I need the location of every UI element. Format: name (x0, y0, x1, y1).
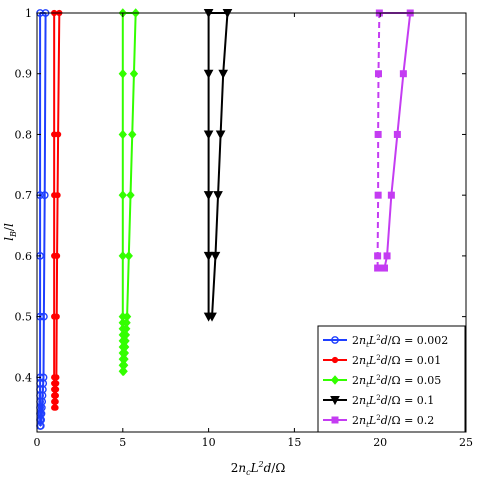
x-tick-label: 20 (373, 436, 387, 449)
series-4-point (393, 130, 401, 138)
y-axis-label: lB/l (2, 223, 18, 241)
series-3-point (203, 69, 214, 79)
series-2-point (126, 190, 135, 200)
series-4-point (374, 70, 382, 78)
series-3-point (203, 251, 214, 261)
series-1-point (53, 380, 60, 387)
y-tick-label: 0.8 (15, 128, 33, 141)
series-2-point (120, 354, 129, 364)
series-4-point (399, 70, 407, 78)
series-1 (51, 9, 63, 411)
series-3-point (213, 191, 223, 201)
legend: 2ntL2d/Ω = 0.002 2ntL2d/Ω = 0.01 2ntL2d/Ω … (317, 325, 466, 433)
series-3-point (203, 191, 214, 201)
series-2-point (121, 336, 130, 346)
y-tick-label: 0.5 (15, 311, 33, 324)
plot-layer (36, 8, 414, 430)
series-4-point (387, 191, 395, 199)
series-4-point (374, 191, 382, 199)
series-3 (203, 9, 233, 322)
series-2-point (120, 348, 130, 358)
legend-item: 2ntL2d/Ω = 0.2 (323, 414, 434, 429)
series-2 (118, 8, 140, 377)
legend-marker (331, 336, 339, 344)
legend-label: 2ntL2d/Ω = 0.2 (352, 414, 434, 429)
series-3-point (210, 251, 221, 261)
legend-item: 2ntL2d/Ω = 0.1 (323, 394, 434, 409)
legend-label: 2ntL2d/Ω = 0.01 (352, 354, 441, 369)
series-1-point (53, 313, 60, 320)
legend-label: 2ntL2d/Ω = 0.05 (352, 374, 441, 389)
plot-frame (36, 12, 467, 433)
series-3-line (211, 12, 229, 317)
series-1-point (52, 398, 59, 405)
series-2-point (118, 68, 127, 79)
legend-marker (331, 356, 339, 364)
legend-marker (330, 375, 340, 385)
series-2-point (122, 324, 131, 334)
series-2-point (118, 251, 127, 261)
series-2-point (118, 129, 127, 140)
y-tick-label: 0.6 (15, 250, 33, 263)
legend-marker (331, 416, 339, 424)
x-tick-label: 5 (119, 436, 126, 449)
x-tick-label: 15 (287, 436, 301, 449)
series-4-point (374, 130, 382, 138)
legend-label: 2ntL2d/Ω = 0.1 (352, 394, 434, 409)
series-1-point (55, 131, 62, 138)
series-3-point (218, 69, 229, 79)
x-tick-label: 0 (34, 436, 41, 449)
ticks-layer: 0 5 10 15 20 25 0.4 0.5 0.6 0.7 0.8 0.9 1 (15, 7, 474, 449)
series-4-point (383, 252, 391, 260)
x-axis-label: 2ncL2d/Ω (231, 460, 286, 477)
x-tick-label: 25 (459, 436, 473, 449)
series-1-point (53, 252, 61, 259)
legend-item: 2ntL2d/Ω = 0.002 (323, 334, 448, 349)
series-2-point (122, 311, 132, 322)
x-tick-label: 10 (202, 436, 216, 449)
y-tick-label: 0.9 (15, 68, 33, 81)
x-axis-title: 2ncL2d/Ω (231, 460, 286, 477)
legend-item: 2ntL2d/Ω = 0.01 (323, 354, 441, 369)
series-2-point (124, 251, 133, 261)
legend-item: 2ntL2d/Ω = 0.05 (323, 374, 441, 389)
series-2-point (121, 330, 131, 340)
legend-label: 2ntL2d/Ω = 0.002 (352, 334, 448, 349)
series-1-point (54, 192, 61, 199)
series-1-point (52, 392, 59, 399)
y-tick-label: 1 (25, 7, 32, 20)
series-3-point (203, 130, 214, 140)
series-2-point (128, 129, 137, 140)
series-0-point (40, 191, 49, 200)
legend-marker (330, 396, 340, 406)
y-tick-label: 0.4 (15, 371, 33, 384)
series-3-point (215, 130, 226, 140)
y-tick-label: 0.7 (15, 189, 33, 202)
series-1-point (53, 374, 60, 381)
series-2-point (120, 360, 129, 370)
series-1-point (52, 386, 60, 393)
series-2-point (122, 317, 131, 328)
series-2-point (129, 68, 139, 79)
series-4-point (374, 252, 382, 260)
series-2-point (121, 342, 130, 352)
series-2-point (118, 190, 127, 200)
y-axis-title: lB/l (2, 223, 18, 241)
